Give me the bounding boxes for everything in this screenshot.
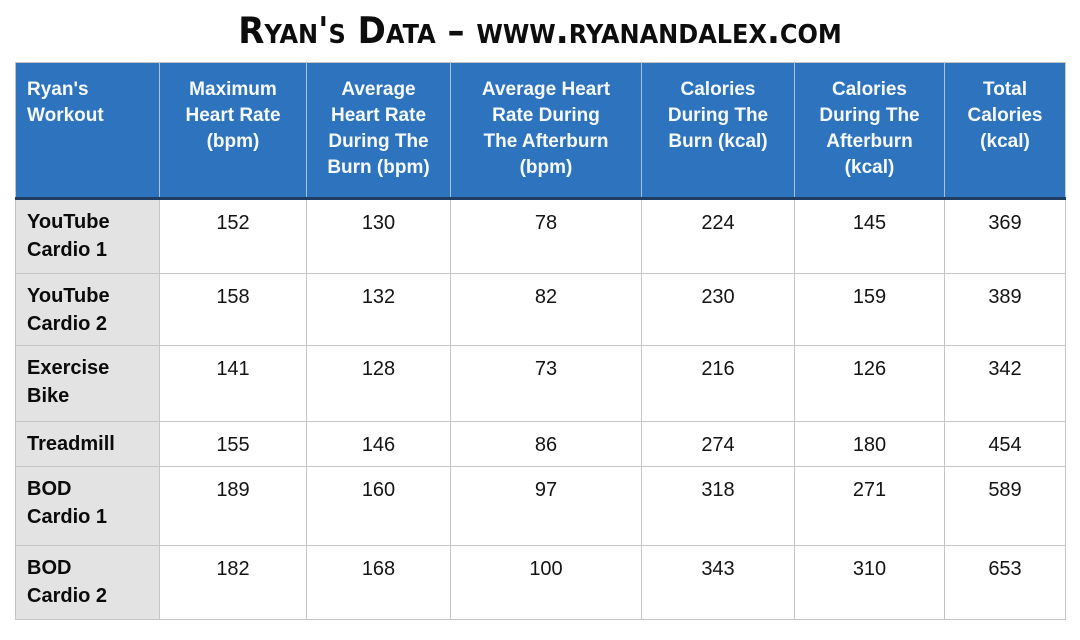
table-row-exercise-bike: Exercise Bike 141 128 73 216 126 342 bbox=[15, 345, 1066, 422]
value-cell: 168 bbox=[306, 545, 451, 620]
value-cell: 86 bbox=[450, 421, 642, 467]
value-cell: 180 bbox=[794, 421, 945, 467]
page-title: Ryan's Data – www.ryanandalex.com bbox=[238, 9, 842, 53]
header-row: Ryan's Workout Maximum Heart Rate (bpm) … bbox=[15, 62, 1066, 200]
header-cell-avg-hr-afterburn: Average Heart Rate During The Afterburn … bbox=[450, 62, 642, 200]
value-cell: 224 bbox=[641, 198, 795, 274]
value-cell: 132 bbox=[306, 273, 451, 346]
value-cell: 310 bbox=[794, 545, 945, 620]
table-row-treadmill: Treadmill 155 146 86 274 180 454 bbox=[15, 421, 1066, 467]
table-body: YouTube Cardio 1 152 130 78 224 145 369 … bbox=[15, 198, 1066, 620]
value-cell: 97 bbox=[450, 466, 642, 546]
value-cell: 160 bbox=[306, 466, 451, 546]
title-bar: Ryan's Data – www.ryanandalex.com bbox=[0, 0, 1080, 62]
value-cell: 274 bbox=[641, 421, 795, 467]
value-cell: 130 bbox=[306, 198, 451, 274]
table-row-youtube-cardio-2: YouTube Cardio 2 158 132 82 230 159 389 bbox=[15, 273, 1066, 346]
value-cell: 189 bbox=[159, 466, 307, 546]
value-cell: 128 bbox=[306, 345, 451, 422]
value-cell: 389 bbox=[944, 273, 1066, 346]
value-cell: 318 bbox=[641, 466, 795, 546]
row-label: BOD Cardio 1 bbox=[15, 466, 160, 546]
table-header: Ryan's Workout Maximum Heart Rate (bpm) … bbox=[15, 62, 1066, 200]
value-cell: 152 bbox=[159, 198, 307, 274]
value-cell: 82 bbox=[450, 273, 642, 346]
row-label: YouTube Cardio 2 bbox=[15, 273, 160, 346]
value-cell: 146 bbox=[306, 421, 451, 467]
value-cell: 145 bbox=[794, 198, 945, 274]
value-cell: 159 bbox=[794, 273, 945, 346]
row-label: BOD Cardio 2 bbox=[15, 545, 160, 620]
value-cell: 653 bbox=[944, 545, 1066, 620]
value-cell: 73 bbox=[450, 345, 642, 422]
value-cell: 216 bbox=[641, 345, 795, 422]
row-label: Exercise Bike bbox=[15, 345, 160, 422]
value-cell: 141 bbox=[159, 345, 307, 422]
header-cell-total-calories: Total Calories (kcal) bbox=[944, 62, 1066, 200]
header-cell-calories-burn: Calories During The Burn (kcal) bbox=[641, 62, 795, 200]
table-row-bod-cardio-1: BOD Cardio 1 189 160 97 318 271 589 bbox=[15, 466, 1066, 546]
header-cell-workout: Ryan's Workout bbox=[15, 62, 160, 200]
header-cell-calories-afterburn: Calories During The Afterburn (kcal) bbox=[794, 62, 945, 200]
value-cell: 454 bbox=[944, 421, 1066, 467]
header-cell-max-heart-rate: Maximum Heart Rate (bpm) bbox=[159, 62, 307, 200]
value-cell: 78 bbox=[450, 198, 642, 274]
value-cell: 100 bbox=[450, 545, 642, 620]
value-cell: 271 bbox=[794, 466, 945, 546]
row-label: YouTube Cardio 1 bbox=[15, 198, 160, 274]
header-cell-avg-hr-burn: Average Heart Rate During The Burn (bpm) bbox=[306, 62, 451, 200]
value-cell: 343 bbox=[641, 545, 795, 620]
value-cell: 230 bbox=[641, 273, 795, 346]
workout-data-table: Ryan's Workout Maximum Heart Rate (bpm) … bbox=[15, 62, 1066, 620]
value-cell: 126 bbox=[794, 345, 945, 422]
value-cell: 369 bbox=[944, 198, 1066, 274]
value-cell: 155 bbox=[159, 421, 307, 467]
value-cell: 182 bbox=[159, 545, 307, 620]
value-cell: 589 bbox=[944, 466, 1066, 546]
value-cell: 342 bbox=[944, 345, 1066, 422]
table-row-youtube-cardio-1: YouTube Cardio 1 152 130 78 224 145 369 bbox=[15, 198, 1066, 274]
row-label: Treadmill bbox=[15, 421, 160, 467]
value-cell: 158 bbox=[159, 273, 307, 346]
table-row-bod-cardio-2: BOD Cardio 2 182 168 100 343 310 653 bbox=[15, 545, 1066, 620]
